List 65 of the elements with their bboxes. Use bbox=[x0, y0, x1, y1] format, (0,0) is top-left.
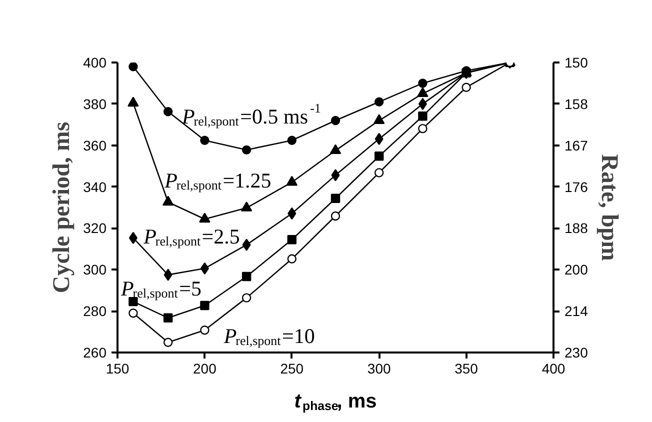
x-tick-label: 200 bbox=[193, 360, 217, 376]
x-tick-label: 250 bbox=[280, 360, 304, 376]
x-tick-label: 150 bbox=[106, 360, 130, 376]
series-label: Prel,spont=10 bbox=[222, 324, 315, 348]
category-label: 150 bbox=[564, 54, 588, 70]
point bbox=[242, 293, 252, 302]
point bbox=[200, 300, 210, 310]
point bbox=[200, 136, 210, 145]
point bbox=[128, 62, 138, 72]
category-label: 230 bbox=[564, 344, 588, 360]
point bbox=[418, 78, 428, 88]
point bbox=[164, 268, 172, 281]
x-tick-label: 350 bbox=[454, 360, 478, 376]
point bbox=[128, 96, 139, 107]
point bbox=[287, 136, 296, 145]
point bbox=[128, 308, 138, 318]
x-tick-label: 400 bbox=[542, 360, 566, 376]
category-label: 158 bbox=[564, 96, 588, 112]
point bbox=[242, 238, 251, 251]
y-tick-label: 280 bbox=[83, 303, 107, 320]
category-label: 188 bbox=[564, 220, 588, 236]
y-tick-label: 400 bbox=[83, 54, 107, 70]
point bbox=[200, 262, 209, 274]
point bbox=[240, 202, 252, 212]
point bbox=[242, 272, 252, 282]
point bbox=[330, 116, 340, 126]
y-tick-label: 360 bbox=[83, 137, 107, 154]
point bbox=[374, 97, 384, 106]
y-tick-label: 380 bbox=[83, 96, 107, 112]
y2-axis-title: Rate, bpm bbox=[596, 154, 622, 261]
series-label: Prel,spont=1.25 bbox=[164, 168, 272, 193]
y-tick-label: 260 bbox=[83, 344, 107, 360]
category-label: 176 bbox=[564, 178, 588, 195]
point bbox=[462, 82, 471, 92]
series-label: Prel,spont=2.5 bbox=[142, 224, 240, 249]
point bbox=[330, 194, 340, 203]
point bbox=[374, 168, 384, 178]
point bbox=[331, 169, 340, 182]
point bbox=[418, 112, 428, 121]
x-axis-title: tphase, ms bbox=[294, 390, 377, 413]
series-label: Prel,spont=5 bbox=[120, 276, 202, 300]
point bbox=[286, 176, 298, 186]
point bbox=[200, 326, 210, 335]
point bbox=[163, 313, 173, 323]
point bbox=[374, 114, 385, 124]
y-tick-label: 320 bbox=[83, 220, 107, 236]
point bbox=[199, 212, 210, 223]
point bbox=[163, 338, 173, 347]
point bbox=[330, 144, 342, 154]
category-label: 200 bbox=[564, 262, 588, 278]
point bbox=[418, 124, 428, 134]
category-label: 214 bbox=[564, 303, 588, 320]
point bbox=[374, 152, 384, 161]
y-tick-label: 340 bbox=[83, 178, 107, 195]
point bbox=[287, 235, 296, 244]
category-label: 167 bbox=[564, 137, 588, 154]
point bbox=[162, 196, 174, 206]
y-tick-label: 300 bbox=[83, 262, 107, 278]
point bbox=[417, 87, 428, 98]
point bbox=[242, 145, 252, 155]
point bbox=[287, 254, 296, 264]
point bbox=[330, 211, 340, 221]
point bbox=[163, 107, 173, 116]
x-tick-label: 300 bbox=[367, 360, 391, 376]
y-axis-title: Cycle period, ms bbox=[49, 122, 76, 294]
